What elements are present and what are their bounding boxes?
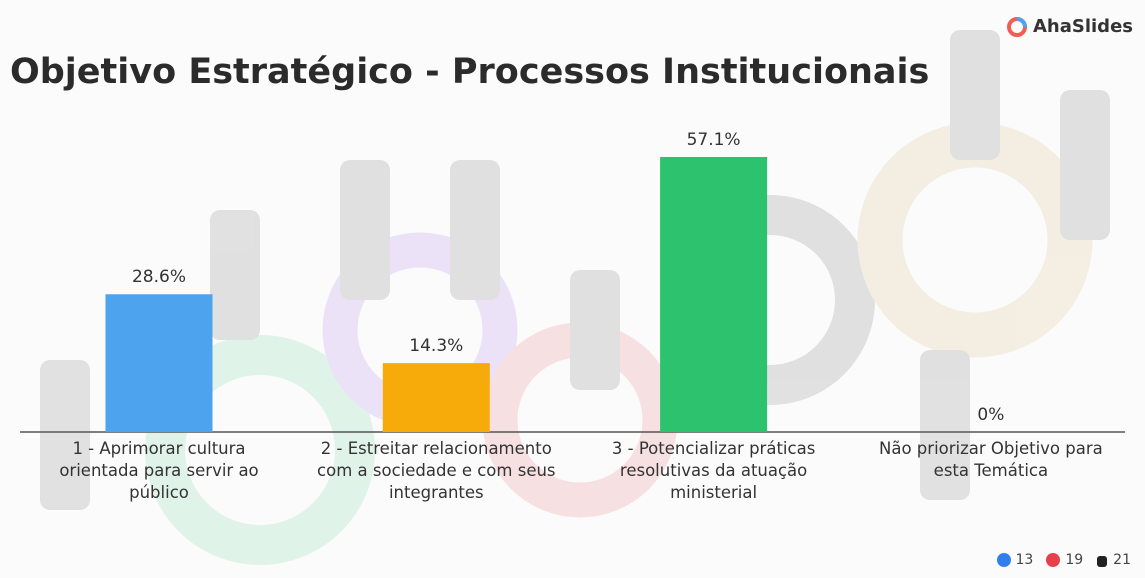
reaction-heart[interactable]: 19 [1045, 552, 1083, 568]
bar [105, 294, 213, 432]
brand-name: AhaSlides [1032, 16, 1133, 37]
like-icon [996, 553, 1011, 567]
like-count: 13 [1015, 552, 1034, 568]
brand: AhaSlides [1006, 16, 1133, 37]
hand-icon [1097, 556, 1108, 567]
category-label: 2 - Estreitar relacionamento com a socie… [317, 439, 556, 502]
reaction-like[interactable]: 13 [996, 552, 1034, 568]
hand-count: 21 [1113, 552, 1131, 568]
bar [660, 157, 768, 432]
value-label: 28.6% [131, 267, 186, 288]
heart-count: 19 [1065, 552, 1084, 568]
value-label: 57.1% [686, 130, 741, 150]
chart-title: Objetivo Estratégico - Processos Institu… [10, 52, 930, 92]
reactions: 13 19 21 [996, 552, 1131, 568]
heart-icon [1046, 553, 1061, 567]
background-art [40, 30, 1110, 565]
category-label: 1 - Aprimorar cultura orientada para ser… [59, 439, 259, 502]
value-label: 14.3% [409, 336, 464, 357]
category-label: Não priorizar Objetivo para esta Temátic… [879, 439, 1103, 480]
category-label: 3 - Potencializar práticas resolutivas d… [611, 439, 816, 502]
reaction-hand[interactable]: 21 [1095, 552, 1131, 568]
brand-logo [1006, 16, 1027, 37]
bar [382, 363, 490, 432]
value-label: 0% [977, 405, 1005, 425]
